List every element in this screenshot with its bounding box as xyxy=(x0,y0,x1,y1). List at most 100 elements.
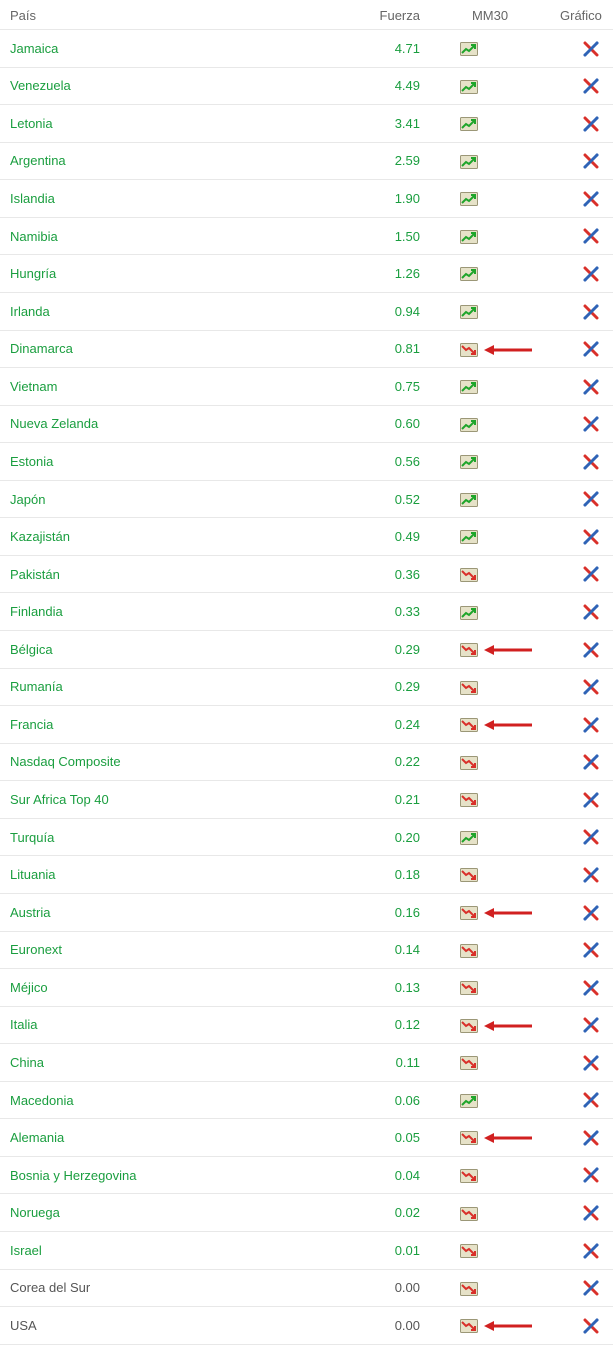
country-link[interactable]: Venezuela xyxy=(10,78,71,93)
col-header-pais[interactable]: País xyxy=(0,0,340,30)
trend-up-icon[interactable] xyxy=(460,191,478,206)
chart-icon[interactable] xyxy=(583,40,599,55)
trend-down-icon[interactable] xyxy=(460,1167,478,1182)
chart-icon[interactable] xyxy=(583,1242,599,1257)
country-link[interactable]: Japón xyxy=(10,492,45,507)
country-link[interactable]: Sur Africa Top 40 xyxy=(10,792,109,807)
chart-icon[interactable] xyxy=(583,528,599,543)
country-link[interactable]: Islandia xyxy=(10,191,55,206)
chart-icon[interactable] xyxy=(583,904,599,919)
chart-icon[interactable] xyxy=(583,829,599,844)
trend-down-icon[interactable] xyxy=(460,942,478,957)
country-link[interactable]: Namibia xyxy=(10,229,58,244)
trend-up-icon[interactable] xyxy=(460,416,478,431)
col-header-fuerza[interactable]: Fuerza xyxy=(340,0,430,30)
country-link[interactable]: Estonia xyxy=(10,454,53,469)
trend-down-icon[interactable] xyxy=(460,1243,478,1258)
trend-down-icon[interactable] xyxy=(460,1205,478,1220)
col-header-grafico[interactable]: Gráfico xyxy=(550,0,613,30)
country-link[interactable]: China xyxy=(10,1055,44,1070)
trend-down-icon[interactable] xyxy=(460,1318,478,1333)
chart-icon[interactable] xyxy=(583,603,599,618)
country-link[interactable]: Noruega xyxy=(10,1205,60,1220)
chart-icon[interactable] xyxy=(583,228,599,243)
trend-down-icon[interactable] xyxy=(460,1017,478,1032)
chart-icon[interactable] xyxy=(583,1167,599,1182)
chart-icon[interactable] xyxy=(583,265,599,280)
chart-icon[interactable] xyxy=(583,416,599,431)
trend-down-icon[interactable] xyxy=(460,904,478,919)
chart-icon[interactable] xyxy=(583,641,599,656)
country-link[interactable]: Méjico xyxy=(10,980,48,995)
trend-down-icon[interactable] xyxy=(460,980,478,995)
trend-up-icon[interactable] xyxy=(460,116,478,131)
country-link[interactable]: Vietnam xyxy=(10,379,57,394)
trend-up-icon[interactable] xyxy=(460,153,478,168)
trend-down-icon[interactable] xyxy=(460,341,478,356)
chart-icon[interactable] xyxy=(583,566,599,581)
country-link[interactable]: Argentina xyxy=(10,153,66,168)
trend-down-icon[interactable] xyxy=(460,792,478,807)
col-header-mm30[interactable]: MM30 xyxy=(430,0,550,30)
trend-up-icon[interactable] xyxy=(460,491,478,506)
trend-up-icon[interactable] xyxy=(460,266,478,281)
country-link[interactable]: Nueva Zelanda xyxy=(10,416,98,431)
trend-down-icon[interactable] xyxy=(460,642,478,657)
chart-icon[interactable] xyxy=(583,1204,599,1219)
chart-icon[interactable] xyxy=(583,716,599,731)
country-link[interactable]: Alemania xyxy=(10,1130,64,1145)
country-link[interactable]: Bosnia y Herzegovina xyxy=(10,1168,136,1183)
country-link[interactable]: Austria xyxy=(10,905,50,920)
country-link[interactable]: Rumanía xyxy=(10,679,63,694)
chart-icon[interactable] xyxy=(583,153,599,168)
chart-icon[interactable] xyxy=(583,979,599,994)
country-link[interactable]: Hungría xyxy=(10,266,56,281)
country-link[interactable]: Pakistán xyxy=(10,567,60,582)
chart-icon[interactable] xyxy=(583,942,599,957)
chart-icon[interactable] xyxy=(583,453,599,468)
chart-icon[interactable] xyxy=(583,1092,599,1107)
country-link[interactable]: Turquía xyxy=(10,830,54,845)
trend-up-icon[interactable] xyxy=(460,78,478,93)
trend-down-icon[interactable] xyxy=(460,717,478,732)
country-link[interactable]: Finlandia xyxy=(10,604,63,619)
trend-up-icon[interactable] xyxy=(460,529,478,544)
chart-icon[interactable] xyxy=(583,754,599,769)
trend-down-icon[interactable] xyxy=(460,867,478,882)
chart-icon[interactable] xyxy=(583,1317,599,1332)
chart-icon[interactable] xyxy=(583,866,599,881)
chart-icon[interactable] xyxy=(583,791,599,806)
country-link[interactable]: Bélgica xyxy=(10,642,53,657)
chart-icon[interactable] xyxy=(583,491,599,506)
trend-up-icon[interactable] xyxy=(460,228,478,243)
chart-icon[interactable] xyxy=(583,1129,599,1144)
country-link[interactable]: Macedonia xyxy=(10,1093,74,1108)
country-link[interactable]: Letonia xyxy=(10,116,53,131)
trend-up-icon[interactable] xyxy=(460,1092,478,1107)
trend-down-icon[interactable] xyxy=(460,754,478,769)
chart-icon[interactable] xyxy=(583,1054,599,1069)
trend-up-icon[interactable] xyxy=(460,829,478,844)
trend-down-icon[interactable] xyxy=(460,1130,478,1145)
chart-icon[interactable] xyxy=(583,1017,599,1032)
trend-up-icon[interactable] xyxy=(460,303,478,318)
trend-down-icon[interactable] xyxy=(460,1280,478,1295)
country-link[interactable]: Irlanda xyxy=(10,304,50,319)
chart-icon[interactable] xyxy=(583,190,599,205)
country-link[interactable]: Italia xyxy=(10,1017,37,1032)
country-link[interactable]: Francia xyxy=(10,717,53,732)
chart-icon[interactable] xyxy=(583,1280,599,1295)
trend-up-icon[interactable] xyxy=(460,604,478,619)
country-link[interactable]: Kazajistán xyxy=(10,529,70,544)
chart-icon[interactable] xyxy=(583,341,599,356)
chart-icon[interactable] xyxy=(583,303,599,318)
trend-up-icon[interactable] xyxy=(460,379,478,394)
country-link[interactable]: Euronext xyxy=(10,942,62,957)
chart-icon[interactable] xyxy=(583,115,599,130)
country-link[interactable]: Nasdaq Composite xyxy=(10,754,121,769)
country-link[interactable]: Israel xyxy=(10,1243,42,1258)
trend-up-icon[interactable] xyxy=(460,454,478,469)
country-link[interactable]: Dinamarca xyxy=(10,341,73,356)
trend-down-icon[interactable] xyxy=(460,679,478,694)
trend-up-icon[interactable] xyxy=(460,41,478,56)
